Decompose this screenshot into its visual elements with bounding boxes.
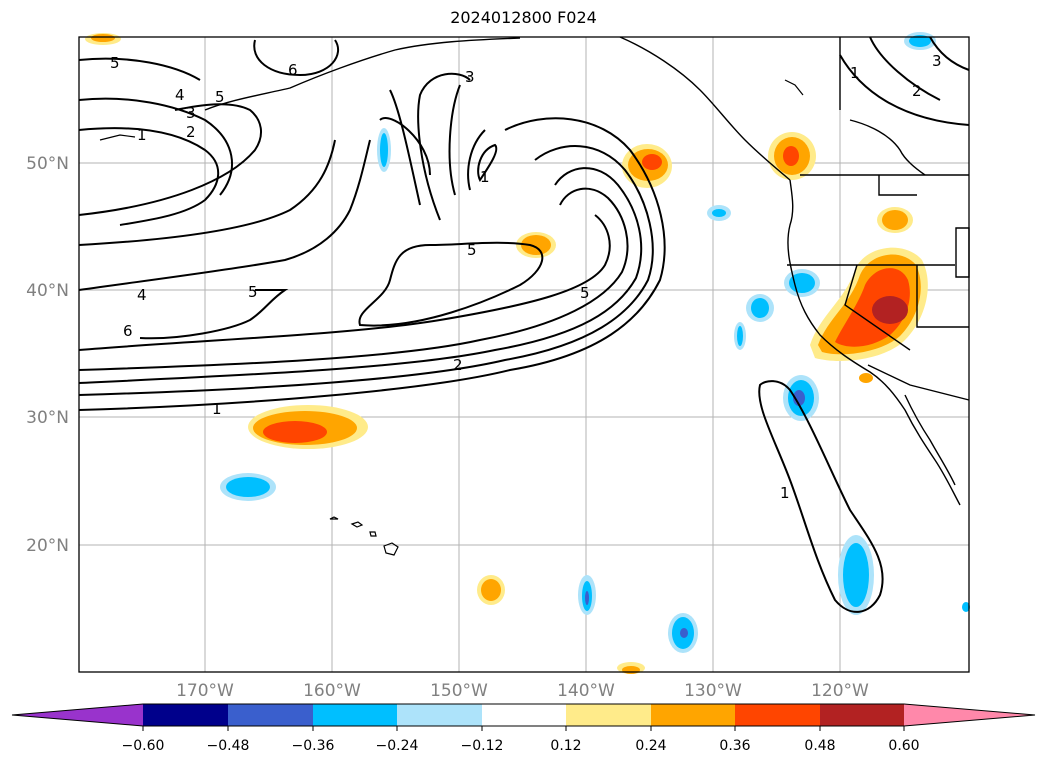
lon-label: 130°W — [684, 681, 742, 701]
colorbar-extend-high — [904, 704, 1035, 726]
contours — [78, 36, 970, 613]
contour-label: 2 — [453, 356, 463, 374]
colorbar-segment — [228, 704, 313, 726]
lat-label: 40°N — [26, 281, 69, 301]
colorbar-segment — [820, 704, 904, 726]
lat-label: 30°N — [26, 408, 69, 428]
contour-label: 3 — [186, 104, 196, 122]
colorbar-tick-label: 0.60 — [888, 738, 919, 754]
contour-label: 1 — [212, 400, 222, 418]
contour-label: 4 — [175, 86, 185, 104]
contour-label: 2 — [912, 82, 922, 100]
contour-label: 1 — [850, 64, 860, 82]
colorbar-tick-label: −0.48 — [207, 738, 250, 754]
contour-label: 5 — [215, 88, 225, 106]
lon-label: 140°W — [557, 681, 615, 701]
coastlines — [204, 36, 970, 506]
map-title: 2024012800 F024 — [450, 8, 597, 27]
contour-label: 5 — [248, 283, 258, 301]
longitude-labels: 170°W 160°W 150°W 140°W 130°W 120°W — [176, 681, 869, 701]
contour-label: 1 — [137, 126, 147, 144]
negative-shading — [220, 32, 970, 653]
colorbar-segment — [735, 704, 820, 726]
contour-labels: 5 6 4 3 2 1 5 4 6 3 1 5 5 5 2 1 1 1 2 3 — [110, 52, 942, 502]
contour-label: 5 — [467, 241, 477, 259]
contour-label: 4 — [137, 286, 147, 304]
colorbar-segment — [397, 704, 482, 726]
colorbar-tick-label: −0.24 — [376, 738, 419, 754]
colorbar-tick-label: 0.36 — [719, 738, 750, 754]
contour-label: 6 — [123, 322, 133, 340]
lon-label: 160°W — [303, 681, 361, 701]
colorbar: −0.60 −0.48 −0.36 −0.24 −0.12 0.12 0.24 … — [11, 703, 1036, 754]
colorbar-segment — [566, 704, 651, 726]
positive-shading — [85, 33, 928, 674]
contour-label: 5 — [110, 54, 120, 72]
colorbar-tick-label: −0.12 — [461, 738, 504, 754]
lon-label: 150°W — [430, 681, 488, 701]
colorbar-segment — [313, 704, 397, 726]
contour-label: 5 — [580, 284, 590, 302]
colorbar-segment — [482, 704, 566, 726]
lon-label: 170°W — [176, 681, 234, 701]
contour-label: 1 — [780, 484, 790, 502]
colorbar-tick-label: 0.24 — [635, 738, 666, 754]
colorbar-extend-low — [12, 704, 143, 726]
lat-label: 20°N — [26, 536, 69, 556]
colorbar-segment — [143, 704, 228, 726]
colorbar-tick-label: −0.36 — [292, 738, 335, 754]
lon-label: 120°W — [811, 681, 869, 701]
colorbar-tick-labels: −0.60 −0.48 −0.36 −0.24 −0.12 0.12 0.24 … — [122, 738, 920, 754]
contour-label: 3 — [932, 52, 942, 70]
contour-label: 6 — [288, 61, 298, 79]
contour-label: 1 — [480, 168, 490, 186]
map-frame — [78, 36, 970, 673]
colorbar-tick-label: −0.60 — [122, 738, 165, 754]
colorbar-tick-label: 0.12 — [550, 738, 581, 754]
contour-label: 2 — [186, 123, 196, 141]
latitude-labels: 50°N 40°N 30°N 20°N — [26, 154, 69, 556]
contour-label: 3 — [465, 68, 475, 86]
colorbar-tick-label: 0.48 — [804, 738, 835, 754]
colorbar-segment — [651, 704, 735, 726]
islands — [99, 79, 804, 556]
lat-label: 50°N — [26, 154, 69, 174]
